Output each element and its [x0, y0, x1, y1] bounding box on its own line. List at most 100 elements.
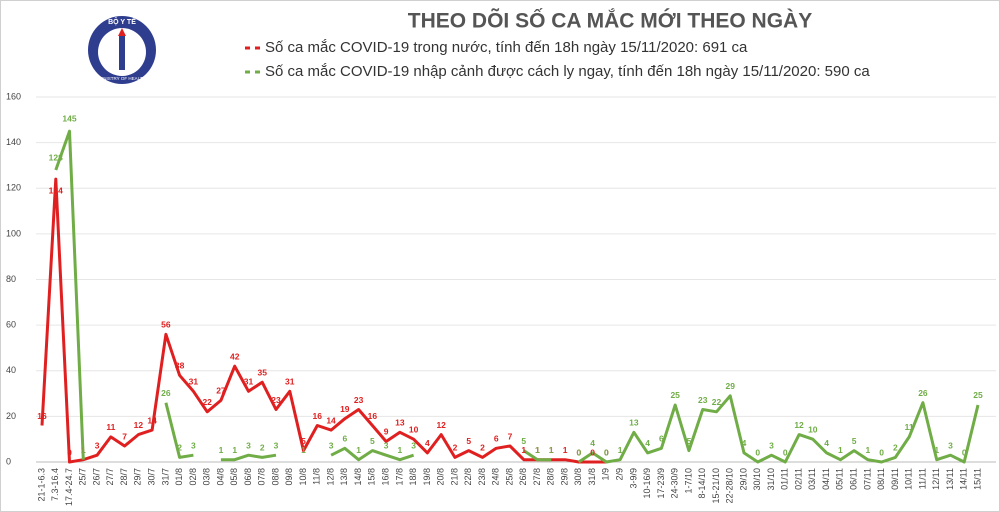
data-label: 1: [219, 445, 224, 455]
data-label: 6: [494, 434, 499, 444]
data-label: 9: [384, 427, 389, 437]
y-tick-label: 80: [6, 274, 16, 284]
x-tick-label: 04/11: [821, 468, 831, 490]
data-label: 10: [409, 424, 419, 434]
data-label: 4: [645, 438, 650, 448]
x-tick-label: 30/10: [752, 468, 762, 491]
data-label: 2: [480, 443, 485, 453]
x-tick-label: 14/8: [353, 468, 363, 486]
y-tick-label: 40: [6, 365, 16, 375]
data-label: 0: [879, 447, 884, 457]
data-label: 4: [425, 438, 430, 448]
x-tick-label: 05/8: [229, 468, 239, 486]
x-tick-label: 03/11: [807, 468, 817, 490]
x-tick-label: 12/11: [931, 468, 941, 490]
x-tick-label: 04/8: [215, 468, 225, 486]
x-tick-label: 28/8: [546, 468, 556, 486]
data-label: 1: [81, 445, 86, 455]
data-label: 29: [726, 381, 736, 391]
x-tick-label: 27/8: [532, 468, 542, 486]
data-label: 6: [659, 434, 664, 444]
data-label: 6: [342, 434, 347, 444]
data-label: 1: [535, 445, 540, 455]
x-tick-label: 21/8: [449, 468, 459, 486]
data-label: 35: [258, 367, 268, 377]
x-tick-label: 14/11: [959, 468, 969, 490]
x-tick-label: 09/11: [890, 468, 900, 490]
y-tick-label: 120: [6, 183, 21, 193]
y-tick-label: 60: [6, 320, 16, 330]
x-tick-label: 10/8: [298, 468, 308, 486]
data-label: 4: [742, 438, 747, 448]
data-label: 3: [191, 440, 196, 450]
data-label: 31: [285, 377, 295, 387]
data-label: 145: [62, 113, 76, 123]
x-tick-label: 29/7: [133, 468, 143, 486]
x-tick-label: 25/7: [78, 468, 88, 486]
y-tick-label: 140: [6, 137, 21, 147]
x-tick-label: 22/8: [463, 468, 473, 486]
legend-label: Số ca mắc COVID-19 nhập cảnh được cách l…: [265, 63, 870, 80]
data-label: 1: [934, 445, 939, 455]
x-tick-label: 13/8: [339, 468, 349, 486]
data-label: 1: [521, 445, 526, 455]
x-tick-label: 30/7: [146, 468, 156, 486]
data-label: 3: [769, 440, 774, 450]
x-tick-label: 30/8: [573, 468, 583, 486]
data-label: 1: [535, 445, 540, 455]
x-tick-label: 12/8: [325, 468, 335, 486]
x-tick-label: 17-23/9: [656, 468, 666, 499]
data-label: 7: [508, 431, 513, 441]
data-label: 1: [549, 445, 554, 455]
data-label: 22: [712, 397, 722, 407]
data-label: 5: [301, 436, 306, 446]
data-label: 14: [147, 415, 157, 425]
x-tick-label: 19/8: [422, 468, 432, 486]
data-label: 0: [590, 447, 595, 457]
data-label: 25: [670, 390, 680, 400]
x-tick-label: 3-9/9: [628, 468, 638, 489]
x-tick-label: 20/8: [436, 468, 446, 486]
x-tick-label: 24/8: [491, 468, 501, 486]
x-tick-label: 2/9: [614, 468, 624, 481]
x-tick-label: 02/8: [188, 468, 198, 486]
x-tick-label: 23/8: [477, 468, 487, 486]
data-label: 1: [232, 445, 237, 455]
data-label: 14: [326, 415, 336, 425]
series-line: [54, 129, 980, 464]
data-label: 2: [893, 443, 898, 453]
x-tick-label: 15/11: [972, 468, 982, 490]
data-label: 124: [49, 185, 63, 195]
x-tick-label: 8-14/10: [697, 468, 707, 499]
data-label: 11: [106, 422, 115, 432]
data-label: 0: [755, 447, 760, 457]
data-label: 3: [948, 440, 953, 450]
data-label: 0: [604, 447, 609, 457]
x-tick-label: 29/10: [738, 468, 748, 491]
series-line: [40, 177, 607, 464]
data-label: 3: [384, 440, 389, 450]
data-label: 31: [189, 377, 199, 387]
data-label: 3: [95, 440, 100, 450]
y-tick-label: 160: [6, 91, 21, 101]
data-label: 1: [81, 445, 86, 455]
data-label: 56: [161, 320, 171, 330]
x-tick-label: 15-21/10: [711, 468, 721, 504]
data-label: 25: [973, 390, 983, 400]
data-label: 0: [604, 447, 609, 457]
logo-staff: [119, 34, 125, 70]
data-label: 1: [549, 445, 554, 455]
data-label: 1: [301, 445, 306, 455]
data-label: 5: [370, 436, 375, 446]
x-tick-label: 06/8: [243, 468, 253, 486]
x-tick-label: 22-28/10: [725, 468, 735, 504]
x-tick-label: 01/8: [174, 468, 184, 486]
data-label: 10: [808, 424, 818, 434]
x-tick-label: 31/10: [766, 468, 776, 491]
data-label: 0: [783, 447, 788, 457]
data-label: 0: [67, 447, 72, 457]
data-label: 23: [354, 395, 364, 405]
data-label: 16: [368, 411, 378, 421]
x-tick-label: 07/8: [257, 468, 267, 486]
